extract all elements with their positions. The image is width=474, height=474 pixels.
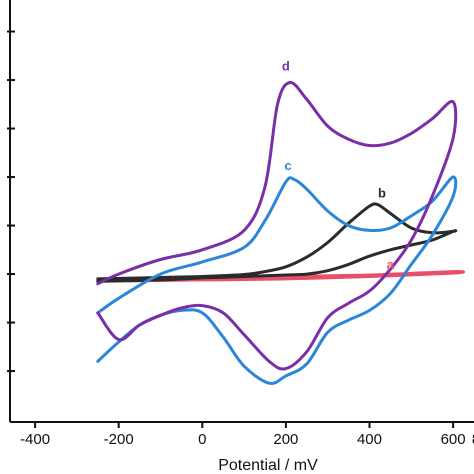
x-axis-title: Potential / mV xyxy=(218,457,318,474)
series-label-a: a xyxy=(387,257,395,272)
x-tick-label: -400 xyxy=(20,431,50,448)
axes-layer: -400 -200 0 200 400 600 8 xyxy=(7,0,474,448)
x-tick-label: 200 xyxy=(273,431,298,448)
series-label-b: b xyxy=(378,185,386,200)
series-line-d xyxy=(96,81,458,371)
x-tick-label: 600 xyxy=(441,431,466,448)
series-label-d: d xyxy=(282,58,290,73)
series-label-c: c xyxy=(284,158,291,173)
x-tick-label-edge: 8 xyxy=(472,431,474,448)
series-line-c xyxy=(96,175,458,385)
x-tick-label: 400 xyxy=(357,431,382,448)
series-line-b xyxy=(96,202,458,283)
x-tick-label: 0 xyxy=(198,431,206,448)
labels-layer: a b c d xyxy=(282,58,395,272)
x-tick-label: -200 xyxy=(104,431,134,448)
series-layer xyxy=(96,81,466,385)
